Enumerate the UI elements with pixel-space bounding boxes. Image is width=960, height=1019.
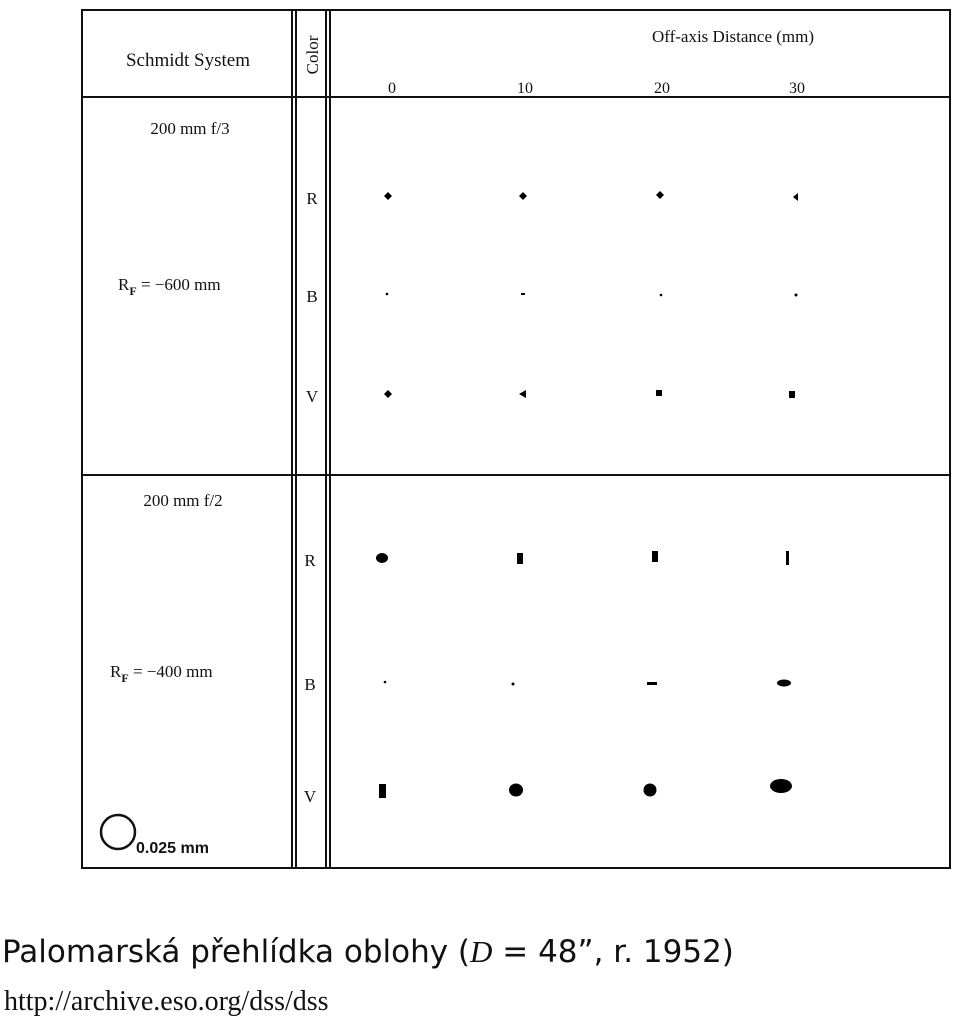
column-label: 0 [388,80,396,97]
radius-symbol: R [110,662,122,681]
spot [656,191,664,199]
spot [647,682,657,685]
spot [384,390,392,398]
header-color: Color [303,35,322,74]
spot [659,293,663,297]
spot [656,390,662,396]
radius-symbol: R [118,275,130,294]
color-label: B [306,287,317,306]
scale-label: 0.025 mm [136,840,209,857]
color-label: R [306,189,318,208]
spot [643,783,657,797]
column-label: 30 [789,80,805,97]
radius-label: RF = −400 mm [110,662,213,685]
radius-label: RF = −600 mm [118,275,221,298]
spots [376,191,798,798]
spot [770,779,792,793]
caption-text: = 48”, r. 1952) [492,934,734,970]
system-label: 200 mm f/3 [150,119,229,138]
spot [509,783,523,797]
header-system: Schmidt System [126,50,250,71]
radius-sub: F [129,284,136,298]
radius-sub: F [121,671,128,685]
spot [793,193,798,201]
color-label: V [306,387,319,406]
spot [652,551,658,562]
spot [383,680,387,684]
spot [384,192,392,200]
column-label: 20 [654,80,670,97]
spot [777,679,791,687]
caption-variable: D [469,934,492,969]
spot [517,553,523,564]
spot [786,551,789,565]
spot [519,192,527,200]
url: http://archive.eso.org/dss/dss [4,986,329,1017]
spot [521,293,525,295]
radius-value: = −400 mm [129,662,213,681]
caption-text: Palomarská přehlídka oblohy ( [2,934,470,970]
spot [376,553,388,563]
color-label: R [304,551,316,570]
spot [789,391,795,398]
spot [519,390,526,398]
column-label: 10 [517,80,533,97]
table-frame [81,9,951,869]
spot [385,292,389,296]
spot [511,682,515,686]
radius-value: = −600 mm [137,275,221,294]
color-label: B [304,675,315,694]
color-label: V [304,787,317,806]
spot [794,293,798,297]
scale-circle [99,813,137,851]
caption: Palomarská přehlídka oblohy (D = 48”, r.… [2,934,734,970]
spot [379,784,386,798]
header-distance: Off-axis Distance (mm) [652,27,814,46]
system-label: 200 mm f/2 [143,491,222,510]
